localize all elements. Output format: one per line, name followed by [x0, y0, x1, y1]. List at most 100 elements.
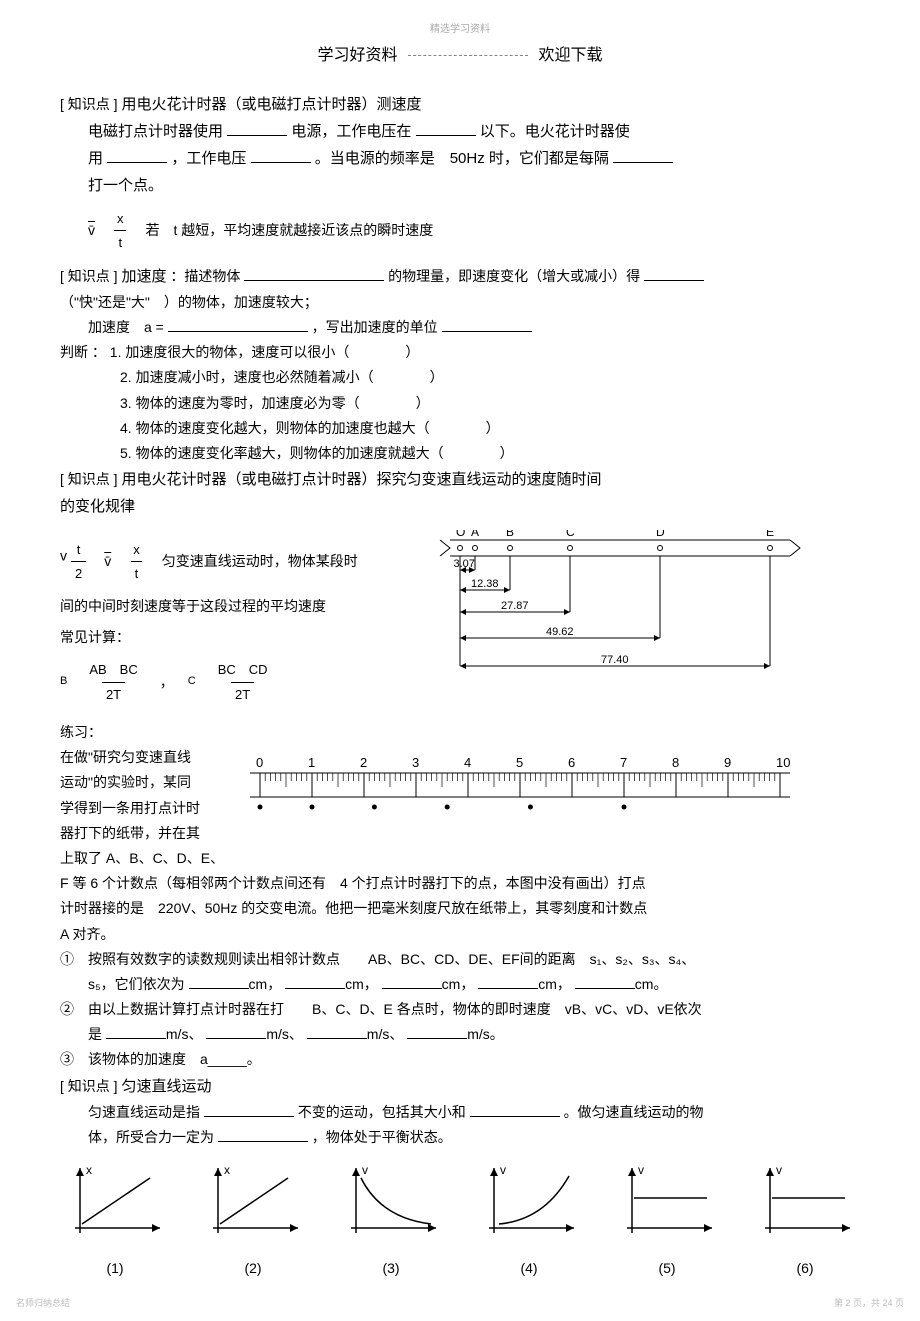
svg-text:7: 7	[620, 755, 627, 770]
svg-text:3: 3	[412, 755, 419, 770]
u2: cm，	[345, 976, 378, 992]
svg-text:49.62: 49.62	[546, 626, 574, 638]
blank	[285, 975, 345, 989]
blank	[407, 1025, 467, 1039]
kp1-line2: 用 ，工作电压 。当电源的频率是 50Hz 时，它们都是每隔	[60, 145, 860, 172]
graph-label: (4)	[474, 1256, 584, 1281]
kp4-head: [ 知识点 ] 匀速直线运动	[60, 1073, 860, 1100]
kp2-judge: 判断 ： 1. 加速度很大的物体，速度可以很小（ ）	[60, 340, 860, 365]
blank	[106, 1025, 166, 1039]
svg-text:6: 6	[568, 755, 575, 770]
cbn: AB BC	[85, 658, 141, 681]
svg-text:8: 8	[672, 755, 679, 770]
q2: ② 由以上数据计算打点计时器在打 B、C、D、E 各点时，物体的即时速度 vB、…	[60, 997, 860, 1022]
kp1-fnote: 若 t 越短，平均速度就越接近该点的瞬时速度	[146, 218, 434, 243]
kp1-l1b: 电源，工作电压在	[291, 123, 411, 140]
header-left: 学习好资料	[318, 47, 398, 64]
kp2-head: [ 知识点 ] 加速度 ：描述物体 的物理量，即速度变化（增大或减小）得	[60, 263, 860, 290]
q2b-row: 是 m/s、 m/s、 m/s、 m/s。	[60, 1022, 860, 1047]
svg-text:9: 9	[724, 755, 731, 770]
blank	[204, 1103, 294, 1117]
header-divider	[408, 55, 528, 56]
practice-left: 在做"研究匀变速直线 运动"的实验时，某同 学得到一条用打点计时 器打下的纸带，…	[60, 745, 220, 846]
kp4-title: 匀速直线运动	[121, 1078, 211, 1095]
kp3-tag: [ 知识点 ]	[60, 471, 118, 487]
graph-label: (6)	[750, 1256, 860, 1281]
kp3-ft2: 间的中间时刻速度等于这段过程的平均速度	[60, 594, 410, 619]
kp1-l2c: 。当电源的频率是 50Hz 时，它们都是每隔	[315, 150, 609, 167]
svg-text:3.07: 3.07	[454, 558, 475, 570]
practice-row: 在做"研究匀变速直线 运动"的实验时，某同 学得到一条用打点计时 器打下的纸带，…	[60, 745, 860, 846]
kp1-head: [ 知识点 ] 用电火花计时器（或电磁打点计时器）测速度	[60, 91, 860, 118]
kp3-vbar: v̄	[104, 549, 111, 574]
svg-text:D: D	[656, 530, 665, 539]
graph-cell: v(6)	[750, 1158, 860, 1281]
practice-label: 练习：	[60, 720, 860, 745]
svg-text:v: v	[362, 1163, 368, 1177]
blank	[206, 1025, 266, 1039]
blank	[251, 149, 311, 163]
kp3-head: [ 知识点 ] 用电火花计时器（或电磁打点计时器）探究匀变速直线运动的速度随时间	[60, 466, 860, 493]
tape-diagram: OABCDE3.0712.3827.8749.6277.40	[430, 530, 810, 690]
ccn: BC CD	[214, 658, 272, 681]
svg-text:2: 2	[360, 755, 367, 770]
svg-text:E: E	[766, 530, 774, 539]
kp2-title: 加速度	[121, 268, 166, 285]
cb-frac: AB BC 2T	[85, 658, 141, 706]
svg-text:x: x	[86, 1163, 92, 1177]
svg-text:B: B	[506, 530, 514, 539]
blank	[227, 122, 287, 136]
svg-text:4: 4	[464, 755, 471, 770]
cc: C	[188, 672, 196, 692]
q3: ③ 该物体的加速度 a_____。	[60, 1047, 860, 1072]
j1: 1. 加速度很大的物体，速度可以很小（ ）	[110, 344, 420, 360]
svg-text:x: x	[224, 1163, 230, 1177]
pp2: 运动"的实验时，某同	[60, 770, 220, 795]
vtn: t	[73, 538, 85, 561]
cbd: 2T	[102, 682, 125, 706]
header-right: 欢迎下载	[538, 47, 602, 64]
graph-cell: x(2)	[198, 1158, 308, 1281]
v4: m/s。	[467, 1026, 504, 1042]
top-small-label: 精选学习资料	[60, 20, 860, 35]
pp4: 器打下的纸带，并在其	[60, 821, 220, 846]
header-row: 学习好资料 欢迎下载	[60, 41, 860, 65]
kp4-l2a: 体，所受合力一定为	[88, 1129, 214, 1145]
q1b-row: s₅，它们依次为 cm， cm， cm， cm， cm。	[60, 972, 860, 997]
vtd: 2	[71, 561, 86, 585]
v3: m/s、	[367, 1026, 404, 1042]
kp3-frac: x t	[129, 538, 144, 586]
ccd: 2T	[231, 682, 254, 706]
blank	[613, 149, 673, 163]
graph-cell: v (3)	[336, 1158, 446, 1281]
blank	[189, 975, 249, 989]
kp1-l2b: ，工作电压	[171, 150, 246, 167]
kp4-l1a: 匀速直线运动是指	[88, 1104, 200, 1120]
q2a: ② 由以上数据计算打点计时器在打 B、C、D、E 各点时，物体的即时速度 vB、…	[60, 1001, 702, 1017]
kp1-line3: 打一个点。	[60, 172, 860, 199]
blank	[478, 975, 538, 989]
footer-right: 第 2 页，共 24 页	[834, 1296, 904, 1309]
blank	[470, 1103, 560, 1117]
pp7: 计时器接的是 220V、50Hz 的交变电流。他把一把毫米刻度尺放在纸带上，其零…	[60, 896, 860, 921]
blank	[307, 1025, 367, 1039]
svg-text:v: v	[500, 1163, 506, 1177]
graph-cell: x (1)	[60, 1158, 170, 1281]
svg-text:10: 10	[776, 755, 790, 770]
frac: x t	[113, 207, 128, 255]
j2: 2. 加速度减小时，速度也必然随着减小（ ）	[60, 365, 860, 390]
v1: m/s、	[166, 1026, 203, 1042]
svg-text:A: A	[471, 530, 479, 539]
kp2-l2: 加速度 a = ，写出加速度的单位	[60, 315, 860, 340]
kp3-title: 用电火花计时器（或电磁打点计时器）探究匀变速直线运动的速度随时间	[121, 471, 601, 488]
pp8: A 对齐。	[60, 922, 860, 947]
kp4-l2b: ，物体处于平衡状态。	[312, 1129, 452, 1145]
ruler-diagram: 012345678910	[240, 745, 800, 815]
svg-text:O: O	[456, 530, 465, 539]
kp4-tag: [ 知识点 ]	[60, 1078, 118, 1094]
kp3-fd: t	[131, 561, 143, 585]
kp1-tag: [ 知识点 ]	[60, 96, 118, 112]
graph-label: (3)	[336, 1256, 446, 1281]
graph-label: (1)	[60, 1256, 170, 1281]
kp3-calc-label: 常见计算：	[60, 625, 410, 650]
